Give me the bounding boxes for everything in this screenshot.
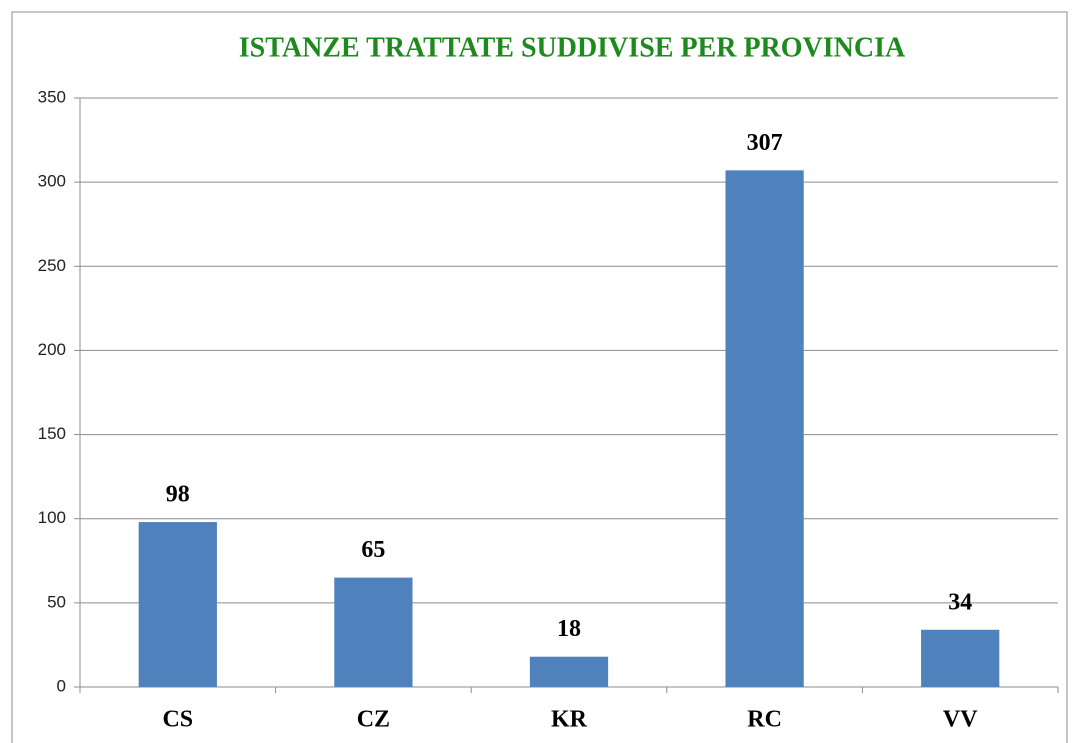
x-tick-label: KR — [551, 707, 588, 733]
data-label: 65 — [361, 537, 385, 563]
data-label: 18 — [557, 616, 581, 642]
y-tick-label: 200 — [38, 340, 66, 359]
data-label: 307 — [747, 130, 783, 156]
x-tick-label: CZ — [357, 707, 390, 733]
x-tick-label: RC — [747, 707, 782, 733]
y-tick-label: 150 — [38, 424, 66, 443]
y-tick-label: 0 — [57, 676, 66, 695]
y-tick-label: 350 — [38, 87, 66, 106]
bar — [334, 577, 413, 687]
y-tick-label: 100 — [38, 508, 66, 527]
bar — [725, 170, 804, 687]
data-label: 34 — [948, 589, 972, 615]
chart-title: ISTANZE TRATTATE SUDDIVISE PER PROVINCIA — [239, 32, 906, 63]
x-tick-label: CS — [162, 707, 193, 733]
bar — [138, 522, 217, 687]
y-tick-label: 250 — [38, 256, 66, 275]
bar — [921, 629, 1000, 687]
y-tick-label: 50 — [47, 592, 66, 611]
data-label: 98 — [166, 482, 190, 508]
y-tick-label: 300 — [38, 172, 66, 191]
bar — [529, 656, 609, 687]
x-tick-label: VV — [943, 707, 978, 733]
